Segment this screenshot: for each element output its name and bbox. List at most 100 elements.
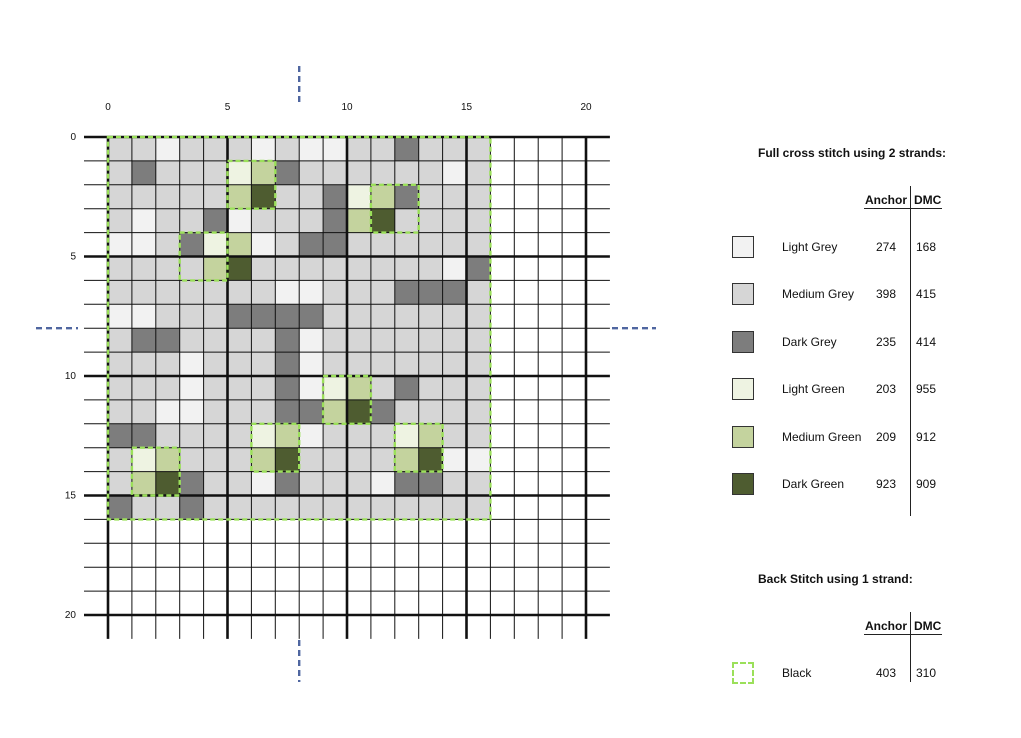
stitch-cell — [203, 208, 228, 233]
stitch-cell — [347, 232, 372, 257]
stitch-cell — [347, 447, 372, 472]
stitch-cell — [347, 352, 372, 377]
color-swatch — [732, 662, 754, 684]
stitch-cell — [131, 376, 157, 401]
stitch-cell — [179, 184, 204, 209]
stitch-cell — [323, 280, 348, 305]
stitch-cell — [370, 184, 396, 209]
stitch-cell — [203, 399, 228, 425]
axis-label-top: 10 — [341, 102, 353, 113]
legend-row: Dark Grey 235 414 — [732, 330, 972, 357]
axis-label-left: 5 — [70, 252, 76, 263]
stitch-cell — [131, 256, 157, 281]
stitch-cell — [466, 328, 491, 353]
stitch-cell — [179, 495, 204, 520]
stitch-cell — [108, 471, 133, 496]
stitch-cell — [394, 232, 419, 257]
stitch-cell — [394, 447, 419, 472]
stitch-cell — [299, 376, 324, 401]
stitch-cell — [347, 495, 372, 520]
stitch-cell — [323, 447, 348, 472]
legend-row: Dark Green 923 909 — [732, 473, 972, 499]
dmc-number: 955 — [916, 382, 937, 397]
stitch-cell — [203, 495, 228, 520]
stitch-cell — [227, 352, 252, 377]
stitch-cell — [466, 376, 491, 401]
stitch-cell — [203, 256, 228, 281]
stitch-cell — [442, 256, 467, 281]
stitch-cell — [466, 352, 491, 377]
stitch-cell — [323, 208, 348, 233]
stitch-cell — [203, 328, 228, 353]
stitch-cell — [155, 160, 180, 186]
stitch-cell — [370, 256, 396, 281]
stitch-cell — [442, 423, 467, 448]
stitch-cell — [227, 399, 252, 425]
axis-label-left: 0 — [70, 132, 76, 143]
stitch-cell — [442, 160, 467, 186]
stitch-cell — [275, 495, 300, 520]
stitch-cell — [418, 256, 443, 281]
stitch-cell — [418, 447, 443, 472]
stitch-cell — [323, 328, 348, 353]
anchor-number: 398 — [876, 287, 897, 302]
stitch-cell — [131, 423, 157, 448]
stitch-cell — [227, 376, 252, 401]
stitch-cell — [275, 232, 300, 257]
grid-lines — [84, 135, 610, 639]
color-swatch — [732, 425, 754, 448]
stitch-cell — [442, 376, 467, 401]
stitch-cell — [370, 399, 396, 425]
anchor-column-header: Anchor — [865, 619, 907, 633]
stitch-cell — [108, 137, 133, 162]
stitch-cell — [370, 328, 396, 353]
stitch-cell — [370, 304, 396, 329]
stitch-cell — [131, 352, 157, 377]
stitch-cell — [131, 328, 157, 353]
stitch-cell — [227, 328, 252, 353]
stitch-cell — [418, 208, 443, 233]
stitch-cell — [394, 376, 419, 401]
stitch-cell — [275, 208, 300, 233]
stitch-cell — [275, 376, 300, 401]
axis-label-top: 20 — [580, 102, 592, 113]
stitch-cell — [251, 208, 276, 233]
stitch-cell — [418, 184, 443, 209]
backstitch-lines — [106, 135, 492, 521]
legend-row: Medium Green 209 912 — [732, 425, 972, 452]
stitch-cell — [275, 399, 300, 425]
stitch-cell — [442, 137, 467, 162]
stitch-cell — [203, 352, 228, 377]
stitch-cell — [251, 399, 276, 425]
stitch-cell — [275, 280, 300, 305]
column-divider — [910, 612, 911, 682]
stitch-cell — [108, 447, 133, 472]
stitch-cell — [370, 495, 396, 520]
stitch-cell — [108, 160, 133, 186]
legend-row: Light Green 203 955 — [732, 378, 972, 404]
back-stitch-legend-title: Back Stitch using 1 strand: — [758, 572, 913, 586]
stitch-cell — [370, 423, 396, 448]
stitch-cell — [179, 376, 204, 401]
stitch-cell — [108, 399, 133, 425]
anchor-number: 403 — [876, 666, 897, 680]
stitch-cell — [466, 256, 491, 281]
stitch-cell — [323, 423, 348, 448]
stitch-cell — [323, 304, 348, 329]
thread-name: Light Grey — [782, 240, 838, 254]
stitch-cell — [299, 423, 324, 448]
axis-label-top: 15 — [461, 102, 473, 113]
stitch-cell — [155, 399, 180, 425]
stitch-cell — [466, 137, 491, 162]
stitch-cell — [227, 280, 252, 305]
stitch-cell — [418, 160, 443, 186]
stitch-cell — [394, 137, 419, 162]
stitch-cell — [418, 471, 443, 496]
stitch-cell — [131, 495, 157, 520]
stitch-cell — [179, 280, 204, 305]
stitch-cell — [394, 471, 419, 496]
stitch-cell — [394, 280, 419, 305]
axis-label-left: 20 — [65, 610, 77, 621]
stitch-cell — [251, 352, 276, 377]
stitch-cell — [179, 160, 204, 186]
